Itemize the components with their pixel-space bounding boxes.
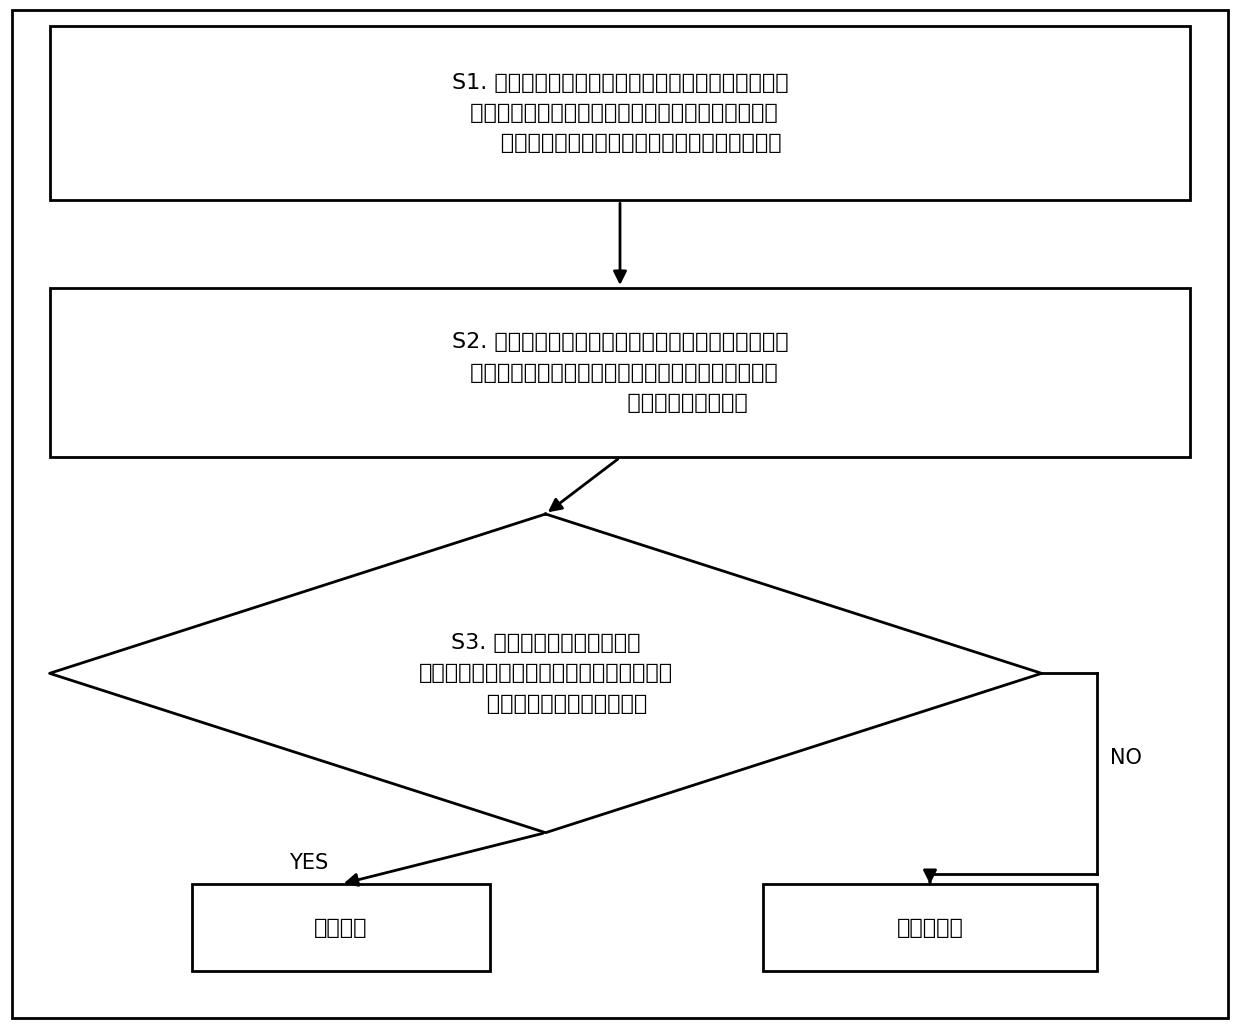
Bar xyxy=(192,884,490,971)
Text: S1. 依次连接定量调节泵、压力表、过滤器、待测试的
 三号密封滤器和废水收集装置，调节压力表上设置的
      一减压阀，使得初始工作压力为第一预设压力值: S1. 依次连接定量调节泵、压力表、过滤器、待测试的 三号密封滤器和废水收集装置… xyxy=(451,73,789,153)
Bar xyxy=(50,288,1190,457)
Text: 通过测试: 通过测试 xyxy=(314,918,368,938)
Text: S3. 判断是否压力表显示示数
且不超过一第二预设压力值、同时三号密封
      滤器的出口有持续液体流出: S3. 判断是否压力表显示示数 且不超过一第二预设压力值、同时三号密封 滤器的出… xyxy=(419,633,672,713)
Text: 不通过测试: 不通过测试 xyxy=(897,918,963,938)
Bar xyxy=(763,884,1097,971)
Text: S2. 将泵液注入定量调节泵中，并进行注水打压，使得
 泵液依次经过压力表、过滤器、三号密封滤器之后，
                   排入废水收集装置中: S2. 将泵液注入定量调节泵中，并进行注水打压，使得 泵液依次经过压力表、过滤器… xyxy=(451,332,789,413)
Text: NO: NO xyxy=(1110,748,1142,768)
Text: YES: YES xyxy=(289,853,329,873)
Bar xyxy=(50,26,1190,200)
Polygon shape xyxy=(50,514,1042,833)
